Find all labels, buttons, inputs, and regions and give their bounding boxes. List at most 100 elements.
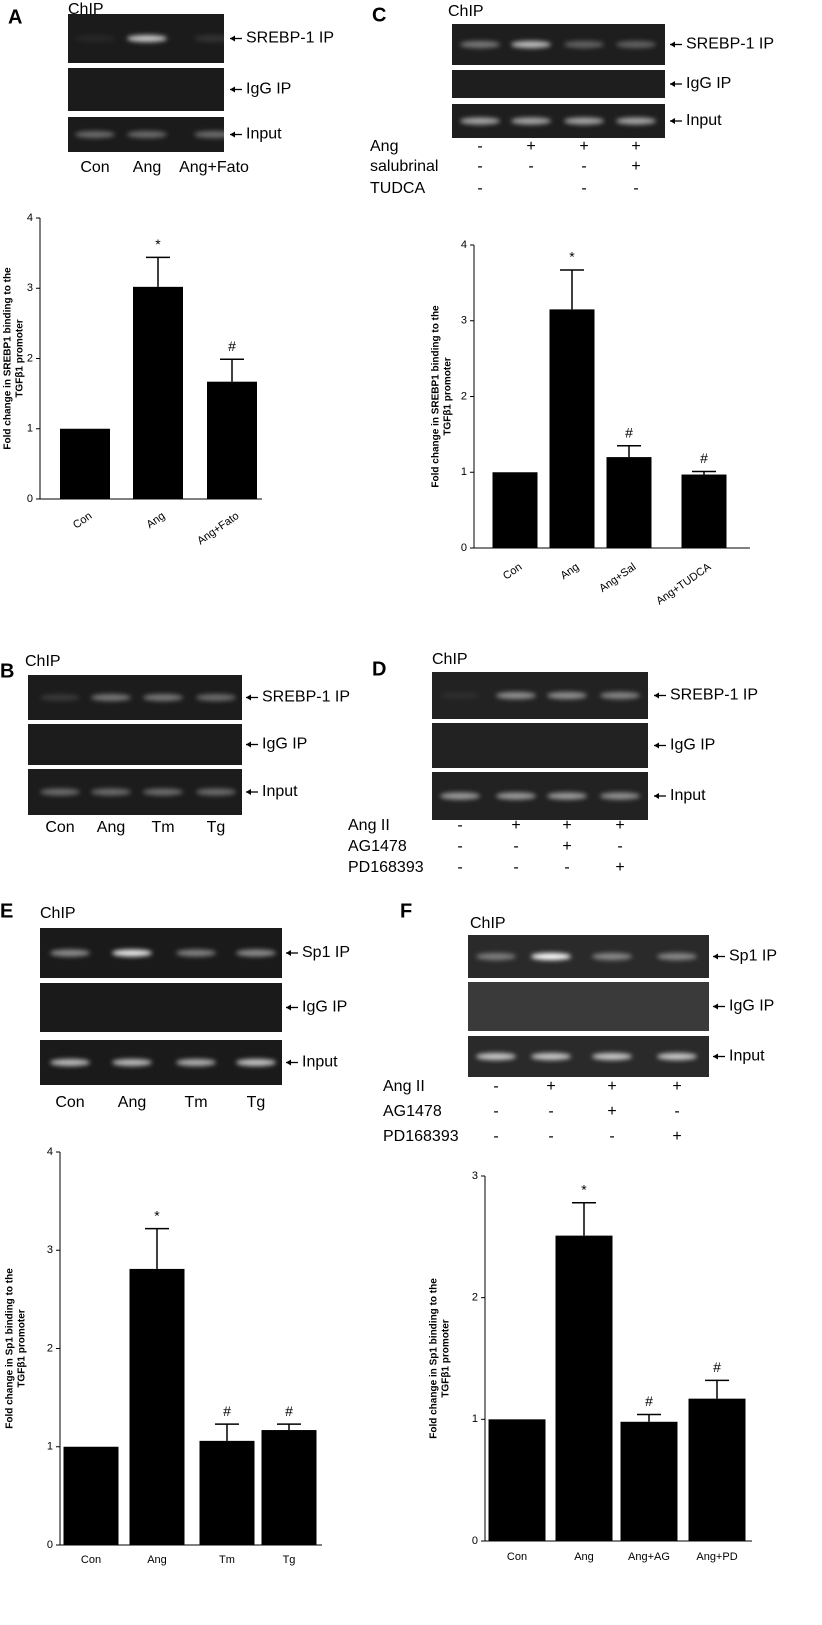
annotation: # bbox=[645, 1393, 653, 1409]
y-axis-label: Fold change in Sp1 binding to the bbox=[5, 1268, 16, 1429]
y-tick-label: 0 bbox=[461, 542, 467, 554]
treatment-sign: + bbox=[631, 138, 640, 155]
gel-band bbox=[50, 949, 90, 957]
arrow-head bbox=[654, 692, 659, 699]
bar bbox=[688, 1398, 746, 1541]
arrow-head bbox=[246, 694, 251, 701]
y-axis-label: TGFβ1 promoter bbox=[441, 1319, 452, 1397]
gel-band bbox=[75, 131, 115, 138]
bar bbox=[492, 472, 538, 548]
bar bbox=[63, 1446, 119, 1545]
lane-label: Tg bbox=[247, 1094, 266, 1111]
gel-band bbox=[91, 788, 131, 796]
y-tick-label: 1 bbox=[47, 1441, 53, 1453]
error-bar bbox=[277, 1423, 301, 1431]
y-tick-label: 1 bbox=[461, 466, 467, 478]
gel-band bbox=[50, 1059, 90, 1066]
bar bbox=[606, 457, 652, 548]
treatment-sign: + bbox=[579, 138, 588, 155]
error-bar bbox=[215, 1423, 239, 1441]
gel-band bbox=[547, 792, 587, 800]
y-tick-label: 4 bbox=[27, 212, 33, 224]
gel-band bbox=[547, 692, 587, 699]
treatment-sign: + bbox=[546, 1078, 555, 1095]
treatment-label: PD168393 bbox=[383, 1128, 459, 1145]
gel-band bbox=[112, 1059, 152, 1066]
arrow-head bbox=[286, 1004, 291, 1011]
band-label: Sp1 IP bbox=[302, 944, 350, 961]
y-tick-label: 4 bbox=[461, 239, 467, 251]
treatment-sign: + bbox=[511, 817, 520, 834]
treatment-sign: + bbox=[631, 158, 640, 175]
gel-band bbox=[194, 35, 234, 42]
error-bar bbox=[692, 470, 716, 475]
band-label: SREBP-1 IP bbox=[686, 36, 774, 53]
lane-label: Con bbox=[45, 819, 74, 836]
treatment-label: AG1478 bbox=[348, 838, 407, 855]
annotation: # bbox=[285, 1403, 293, 1419]
band-label: IgG IP bbox=[262, 736, 307, 753]
y-axis-label: Fold change in SREBP1 binding to the bbox=[431, 305, 442, 488]
treatment-sign: - bbox=[493, 1103, 498, 1120]
treatment-label: salubrinal bbox=[370, 158, 438, 175]
error-bar bbox=[146, 256, 170, 287]
band-label: IgG IP bbox=[670, 737, 715, 754]
gel-band bbox=[496, 692, 536, 699]
arrow-head bbox=[230, 86, 235, 93]
treatment-label: TUDCA bbox=[370, 180, 425, 197]
gel-band bbox=[531, 953, 571, 960]
treatment-sign: - bbox=[493, 1078, 498, 1095]
gel-band bbox=[91, 694, 131, 701]
gel-band bbox=[616, 41, 656, 48]
treatment-sign: + bbox=[562, 817, 571, 834]
band-label: Input bbox=[729, 1048, 765, 1065]
band-label: IgG IP bbox=[686, 75, 731, 92]
annotation: # bbox=[223, 1403, 231, 1419]
lane-label: Tg bbox=[207, 819, 226, 836]
band-label: SREBP-1 IP bbox=[670, 687, 758, 704]
panel-label: F bbox=[400, 900, 412, 922]
treatment-sign: - bbox=[477, 138, 482, 155]
gel-band bbox=[236, 1059, 276, 1066]
treatment-sign: - bbox=[513, 859, 518, 876]
gel-band bbox=[511, 117, 551, 125]
gel-band bbox=[564, 117, 604, 125]
bar bbox=[207, 381, 257, 499]
gel-band bbox=[194, 131, 234, 138]
gel-band bbox=[592, 953, 632, 960]
gel-band bbox=[196, 694, 236, 701]
y-axis-label: TGFβ1 promoter bbox=[15, 319, 26, 397]
bar bbox=[133, 286, 183, 499]
annotation: # bbox=[625, 424, 633, 440]
y-tick-label: 1 bbox=[472, 1413, 478, 1425]
y-tick-label: 3 bbox=[47, 1244, 53, 1256]
panel-label: E bbox=[0, 900, 13, 922]
y-tick-label: 3 bbox=[472, 1170, 478, 1182]
treatment-sign: + bbox=[615, 817, 624, 834]
annotation: # bbox=[713, 1359, 721, 1375]
gel-strip bbox=[68, 68, 224, 111]
gel-strip bbox=[452, 70, 665, 98]
x-tick-label: Ang+Sal bbox=[597, 561, 638, 595]
gel-band bbox=[112, 949, 152, 957]
gel-band bbox=[176, 949, 216, 957]
treatment-sign: + bbox=[607, 1078, 616, 1095]
gel-strip bbox=[432, 723, 648, 768]
panel-label: C bbox=[372, 4, 386, 26]
bar bbox=[549, 309, 595, 548]
chip-label: ChIP bbox=[470, 915, 506, 932]
arrow-head bbox=[286, 950, 291, 956]
treatment-sign: + bbox=[672, 1078, 681, 1095]
bar bbox=[555, 1235, 613, 1541]
gel-band bbox=[657, 953, 697, 960]
panel-label: D bbox=[372, 658, 386, 680]
error-bar bbox=[560, 269, 584, 310]
annotation: * bbox=[569, 249, 575, 265]
panel-label: B bbox=[0, 660, 14, 682]
lane-label: Con bbox=[80, 159, 109, 176]
treatment-sign: - bbox=[528, 158, 533, 175]
treatment-sign: + bbox=[672, 1128, 681, 1145]
error-bar bbox=[572, 1202, 596, 1236]
treatment-sign: + bbox=[607, 1103, 616, 1120]
gel-band bbox=[440, 692, 480, 699]
